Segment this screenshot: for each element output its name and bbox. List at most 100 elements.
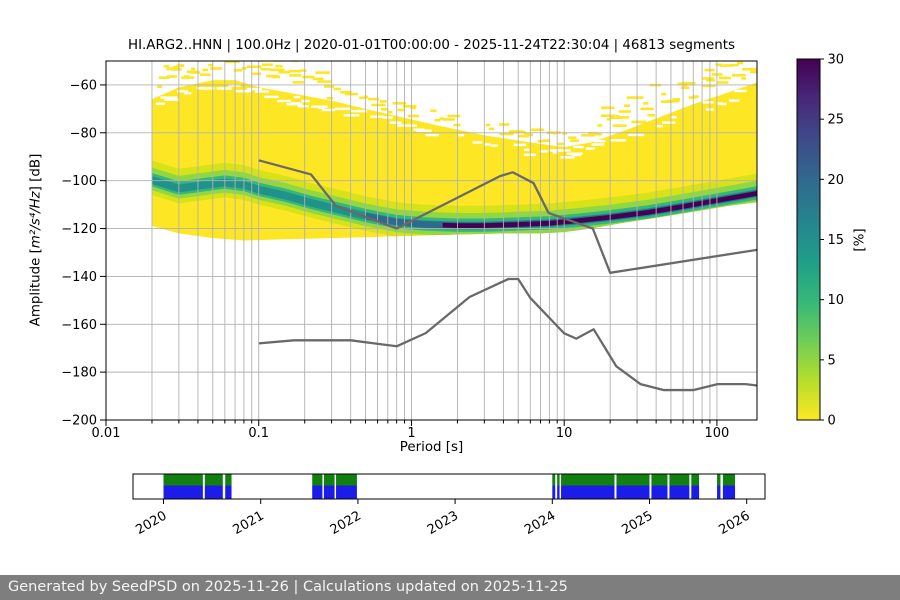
speckle-dash	[672, 98, 680, 101]
speckle-dash	[183, 75, 190, 78]
speckle-dash	[170, 68, 182, 71]
speckle-dash	[200, 73, 211, 76]
speckle-dash	[439, 117, 445, 120]
speckle-dash	[380, 107, 389, 111]
x-tick-label: 0.01	[92, 426, 121, 441]
colorbar-tick-label: 0	[828, 414, 836, 429]
availability-segment-top	[312, 474, 323, 486]
y-axis-label-units: m²/s⁴/Hz	[28, 191, 44, 249]
speckle-dash	[326, 97, 334, 100]
plot-title: HI.ARG2..HNN | 100.0Hz | 2020-01-01T00:0…	[128, 38, 735, 53]
y-tick-label: −180	[61, 366, 97, 381]
x-axis-label: Period [s]	[399, 440, 464, 455]
speckle-gap	[334, 107, 352, 111]
plot-frame	[105, 60, 758, 421]
speckle-gap	[566, 152, 583, 155]
speckle-gap	[416, 129, 432, 132]
speckle-dash	[292, 81, 305, 84]
availability-segment-top	[552, 474, 556, 486]
speckle-dash	[488, 127, 495, 131]
speckle-gap	[291, 102, 301, 105]
speckle-gap	[656, 124, 664, 128]
speckle-dash	[340, 90, 352, 94]
availability-segment-top	[557, 474, 560, 486]
availability-segment-top	[722, 474, 736, 486]
speckle-dash	[701, 84, 716, 88]
availability-segment-bottom	[336, 485, 357, 499]
timeline-frame	[132, 473, 766, 500]
speckle-gap	[264, 95, 279, 99]
speckle-gap	[701, 101, 714, 104]
availability-segment-bottom	[312, 485, 323, 499]
speckle-gap	[425, 133, 439, 137]
availability-segment-bottom	[717, 485, 721, 499]
speckle-gap	[524, 148, 530, 152]
speckle-gap	[370, 115, 384, 118]
speckle-gap	[184, 92, 192, 95]
speckle-dash	[233, 69, 243, 72]
y-tick-label: −80	[70, 126, 97, 141]
speckle-gap	[591, 143, 605, 146]
speckle-dash	[569, 139, 579, 142]
speckle-dash	[301, 75, 315, 79]
speckle-dash	[729, 63, 739, 67]
footer-text: Generated by SeedPSD on 2025-11-26 | Cal…	[8, 579, 568, 595]
speckle-dash	[237, 56, 252, 59]
y-axis-label: Amplitude [m²/s⁴/Hz] [dB]	[29, 154, 44, 327]
availability-segment-top	[616, 474, 650, 486]
speckle-dash	[271, 75, 281, 79]
speckle-dash	[163, 65, 170, 68]
speckle-gap	[593, 139, 606, 143]
availability-segment-top	[717, 474, 721, 486]
speckle-dash	[731, 73, 746, 77]
speckle-gap	[235, 89, 252, 93]
speckle-gap	[585, 147, 595, 150]
availability-segment-bottom	[722, 485, 736, 499]
speckle-dash	[260, 67, 270, 71]
speckle-dash	[750, 70, 757, 74]
speckle-gap	[389, 121, 402, 124]
speckle-gap	[560, 156, 575, 159]
speckle-dash	[600, 114, 616, 118]
speckle-gap	[164, 98, 180, 101]
speckle-gap	[216, 87, 232, 90]
speckle-dash	[737, 61, 744, 65]
speckle-gap	[627, 133, 644, 137]
speckle-gap	[301, 99, 310, 103]
speckle-gap	[734, 89, 747, 93]
speckle-gap	[670, 115, 677, 119]
availability-segment-bottom	[669, 485, 690, 499]
speckle-gap	[721, 102, 727, 106]
speckle-dash	[626, 96, 632, 99]
x-tick-label: 10	[556, 426, 573, 441]
speckle-dash	[562, 132, 568, 135]
speckle-dash	[367, 97, 380, 101]
speckle-dash	[723, 64, 734, 67]
speckle-dash	[289, 74, 302, 77]
speckle-dash	[706, 78, 716, 82]
speckle-gap	[255, 90, 270, 93]
colorbar	[797, 59, 820, 420]
availability-segment-top	[225, 474, 232, 486]
speckle-gap	[662, 121, 676, 124]
speckle-dash	[485, 123, 491, 127]
speckle-dash	[666, 99, 680, 103]
speckle-dash	[741, 77, 747, 80]
speckle-gap	[539, 150, 548, 153]
speckle-dash	[410, 106, 416, 110]
timeline-year-label: 2026	[717, 508, 753, 538]
speckle-dash	[701, 77, 715, 80]
colorbar-tick-label: 25	[828, 113, 845, 128]
speckle-dash	[557, 142, 564, 146]
speckle-gap	[728, 99, 740, 102]
speckle-dash	[499, 123, 510, 126]
speckle-gap	[321, 108, 336, 112]
speckle-dash	[447, 114, 461, 118]
speckle-dash	[190, 71, 201, 74]
speckle-dash	[359, 96, 367, 100]
availability-segment-top	[336, 474, 357, 486]
speckle-dash	[397, 108, 406, 112]
speckle-dash	[592, 133, 602, 136]
density-band-5	[442, 190, 757, 229]
speckle-dash	[643, 102, 649, 105]
